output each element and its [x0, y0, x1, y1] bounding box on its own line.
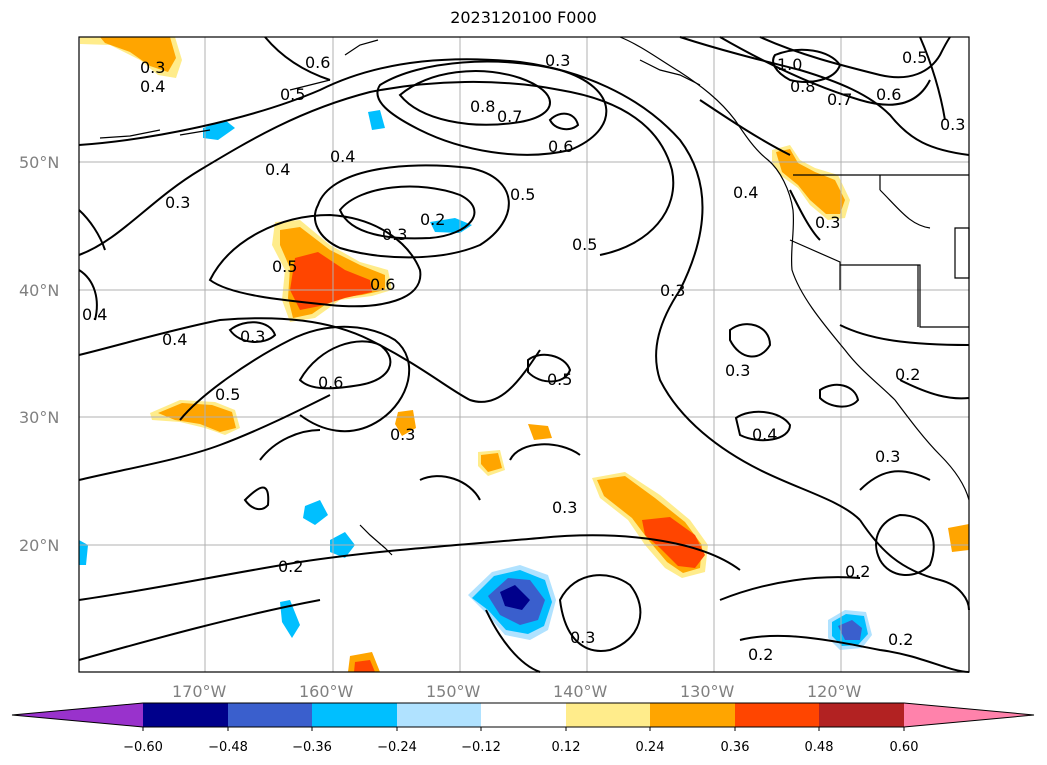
contour-label: 0.3: [815, 213, 840, 232]
contour-label: 0.6: [548, 137, 573, 156]
colorbar-tick-label: −0.12: [461, 740, 501, 755]
contour-label: 0.4: [265, 160, 290, 179]
contour-label: 0.5: [280, 85, 305, 104]
colorbar-ticks: −0.60 −0.48 −0.36 −0.24 −0.12 0.12 0.24 …: [123, 740, 918, 755]
contour-label: 1.0: [777, 55, 802, 74]
contour-label: 0.3: [552, 498, 577, 517]
colorbar-extend-high: [904, 703, 1034, 727]
contour-label: 0.7: [827, 90, 852, 109]
lon-label-160w: 160°W: [299, 682, 354, 701]
contour-label: 0.2: [888, 630, 913, 649]
contour-label: 0.3: [570, 628, 595, 647]
contour-lines: [78, 36, 970, 673]
contour-label: 0.3: [875, 447, 900, 466]
contour-label: 0.5: [547, 370, 572, 389]
contour-label: 0.3: [725, 361, 750, 380]
colorbar-segment: [228, 703, 312, 727]
lon-label-170w: 170°W: [172, 682, 227, 701]
lon-label-120w: 120°W: [807, 682, 862, 701]
coastlines: [99, 36, 970, 556]
contour-label: 0.4: [82, 305, 107, 324]
colorbar-tick-label: −0.24: [377, 740, 417, 755]
contour-label: 0.2: [278, 557, 303, 576]
colorbar-tick-label: 0.48: [805, 740, 834, 755]
contour-label: 0.2: [420, 210, 445, 229]
contour-label: 0.4: [140, 77, 165, 96]
lon-label-140w: 140°W: [553, 682, 608, 701]
lon-label-150w: 150°W: [426, 682, 481, 701]
contour-label: 0.3: [545, 51, 570, 70]
lon-label-130w: 130°W: [680, 682, 735, 701]
contour-label: 0.3: [940, 115, 965, 134]
colorbar-segment: [735, 703, 819, 727]
contour-label: 0.3: [390, 425, 415, 444]
colorbar-extend-low: [12, 703, 143, 727]
contour-label-group: 0.3 0.4 0.6 0.5 0.3 0.8 0.7 0.6 1.0 0.8 …: [82, 48, 965, 664]
latitude-labels: 50°N 40°N 30°N 20°N: [19, 153, 59, 555]
lat-label-40n: 40°N: [19, 281, 59, 300]
colorbar-segment: [143, 703, 228, 727]
contour-label: 0.3: [382, 225, 407, 244]
contour-label: 0.5: [572, 235, 597, 254]
contour-label: 0.3: [140, 58, 165, 77]
contour-label: 0.6: [305, 53, 330, 72]
contour-label: 0.5: [215, 385, 240, 404]
contour-label: 0.2: [895, 365, 920, 384]
contour-label: 0.2: [748, 645, 773, 664]
longitude-labels: 170°W 160°W 150°W 140°W 130°W 120°W: [172, 682, 862, 701]
contour-label: 0.4: [162, 330, 187, 349]
lat-label-30n: 30°N: [19, 408, 59, 427]
contour-label: 0.6: [370, 275, 395, 294]
colorbar-tick-label: 0.12: [552, 740, 581, 755]
colorbar-tick-label: 0.60: [890, 740, 919, 755]
contour-label: 0.5: [510, 185, 535, 204]
map-border: [78, 36, 970, 673]
colorbar-tick-label: −0.48: [208, 740, 248, 755]
contour-label: 0.3: [660, 281, 685, 300]
contour-label: 0.6: [318, 373, 343, 392]
colorbar-segment: [650, 703, 735, 727]
contour-label: 0.8: [470, 97, 495, 116]
colorbar-segment: [397, 703, 481, 727]
map-panel: 0.3 0.4 0.6 0.5 0.3 0.8 0.7 0.6 1.0 0.8 …: [78, 36, 970, 673]
colorbar-tick-label: −0.36: [292, 740, 332, 755]
colorbar-segment: [566, 703, 650, 727]
colorbar-tick-label: −0.60: [123, 740, 163, 755]
colorbar-tick-label: 0.36: [721, 740, 750, 755]
graticule: [79, 37, 969, 672]
colorbar-segment: [312, 703, 397, 727]
contour-label: 0.6: [876, 85, 901, 104]
map-title: 2023120100 F000: [450, 8, 597, 27]
contour-label: 0.5: [902, 48, 927, 67]
contour-label: 0.4: [752, 425, 777, 444]
contour-label: 0.7: [497, 107, 522, 126]
colorbar-tick-label: 0.24: [636, 740, 665, 755]
contour-label: 0.4: [330, 147, 355, 166]
colorbar-segment: [481, 703, 566, 727]
contour-label: 0.3: [240, 327, 265, 346]
contour-label: 0.2: [845, 562, 870, 581]
colorbar: −0.60 −0.48 −0.36 −0.24 −0.12 0.12 0.24 …: [11, 702, 1035, 755]
lat-label-50n: 50°N: [19, 153, 59, 172]
contour-label: 0.3: [165, 193, 190, 212]
colorbar-segments: [11, 702, 1035, 731]
contour-label: 0.5: [272, 257, 297, 276]
shaded-fields: [79, 37, 969, 672]
contour-label: 0.8: [790, 77, 815, 96]
contour-label: 0.4: [733, 183, 758, 202]
colorbar-segment: [819, 703, 904, 727]
lat-label-20n: 20°N: [19, 536, 59, 555]
